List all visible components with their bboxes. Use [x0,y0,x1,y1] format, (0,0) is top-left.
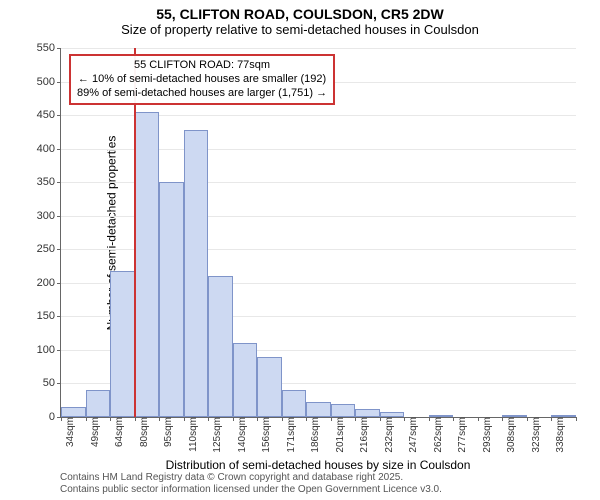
x-axis-label: Distribution of semi-detached houses by … [60,458,576,472]
chart-container: 55, CLIFTON ROAD, COULSDON, CR5 2DW Size… [0,0,600,500]
x-tick-label: 95sqm [157,417,174,447]
x-tick-label: 80sqm [133,417,150,447]
y-tick-label: 100 [37,344,61,356]
x-tick-label: 216sqm [353,417,370,453]
x-tick-label: 232sqm [378,417,395,453]
y-tick-label: 450 [37,109,61,121]
x-tick-label: 110sqm [182,417,199,452]
y-tick-label: 350 [37,176,61,188]
y-tick-label: 550 [37,42,61,54]
titles: 55, CLIFTON ROAD, COULSDON, CR5 2DW Size… [0,0,600,37]
callout-line-1: 55 CLIFTON ROAD: 77sqm [77,59,327,73]
x-tick-label: 247sqm [402,417,419,453]
chart-subtitle: Size of property relative to semi-detach… [0,22,600,37]
x-tick-label: 323sqm [525,417,542,453]
y-tick-label: 250 [37,243,61,255]
x-tick-label: 277sqm [451,417,468,453]
y-tick-label: 400 [37,143,61,155]
attribution-line-2: Contains public sector information licen… [60,484,442,496]
y-tick-label: 50 [43,377,61,389]
x-tick-label: 140sqm [231,417,248,453]
x-tick-label: 125sqm [206,417,223,453]
x-tick-mark [576,417,577,421]
callout-box: 55 CLIFTON ROAD: 77sqm← 10% of semi-deta… [69,54,335,105]
x-tick-label: 171sqm [280,417,297,453]
callout-line-3: 89% of semi-detached houses are larger (… [77,87,327,101]
y-tick-label: 300 [37,210,61,222]
y-tick-label: 150 [37,310,61,322]
callout-line-2: ← 10% of semi-detached houses are smalle… [77,73,327,87]
x-tick-label: 49sqm [84,417,101,447]
x-tick-label: 293sqm [476,417,493,453]
x-tick-label: 262sqm [427,417,444,453]
plot-wrap: Number of semi-detached properties 55 CL… [60,48,576,418]
x-tick-label: 186sqm [304,417,321,453]
attribution-line-1: Contains HM Land Registry data © Crown c… [60,472,442,484]
y-tick-label: 200 [37,277,61,289]
x-tick-label: 201sqm [329,417,346,453]
attribution: Contains HM Land Registry data © Crown c… [60,472,442,496]
y-tick-label: 500 [37,76,61,88]
plot-area: 55 CLIFTON ROAD: 77sqm← 10% of semi-deta… [60,48,576,418]
x-tick-label: 64sqm [108,417,125,447]
x-tick-label: 338sqm [549,417,566,453]
x-tick-label: 156sqm [255,417,272,453]
x-tick-label: 308sqm [500,417,517,453]
chart-title: 55, CLIFTON ROAD, COULSDON, CR5 2DW [0,6,600,22]
x-tick-label: 34sqm [59,417,76,447]
overlay: 55 CLIFTON ROAD: 77sqm← 10% of semi-deta… [61,48,576,417]
